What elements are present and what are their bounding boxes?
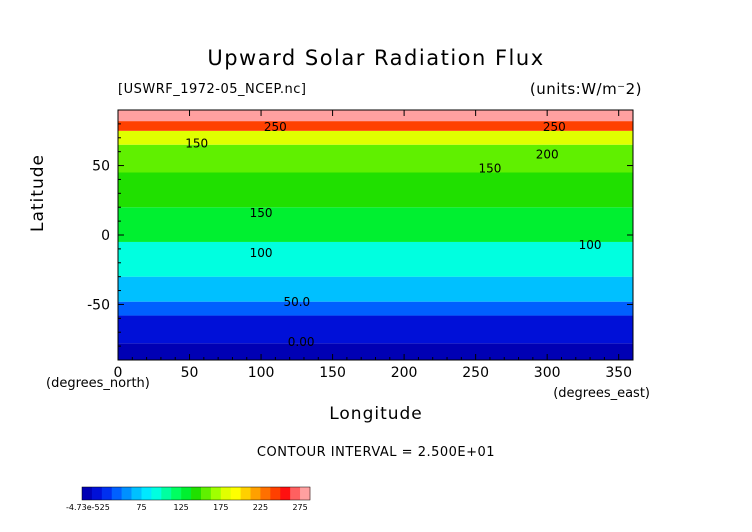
contour-label: 150: [250, 206, 273, 220]
colorbar-swatch: [270, 487, 281, 500]
heat-band: [118, 241, 633, 277]
colorbar-swatch: [82, 487, 93, 500]
colorbar-swatch: [121, 487, 132, 500]
contour-label: 0.00: [288, 335, 315, 349]
y-unit-label: (degrees_north): [46, 376, 150, 391]
heat-band: [118, 130, 633, 145]
colorbar-tick-label: 225: [253, 503, 268, 512]
x-tick-label: 200: [391, 365, 418, 381]
x-axis-label: Longitude: [329, 404, 423, 424]
x-unit-label: (degrees_east): [553, 386, 650, 401]
y-tick-label: 50: [92, 159, 110, 175]
colorbar-tick-label: 75: [136, 503, 146, 512]
colorbar-swatch: [240, 487, 251, 500]
x-tick-label: 150: [319, 365, 346, 381]
y-axis-ticks: 50 0 -50: [87, 123, 633, 347]
file-name-label: [USWRF_1972-05_NCEP.nc]: [118, 82, 307, 97]
contour-interval-note: CONTOUR INTERVAL = 2.500E+01: [256, 445, 496, 460]
x-tick-label: 0: [114, 365, 123, 381]
contour-label: 200: [536, 148, 559, 162]
x-tick-label: 350: [605, 365, 632, 381]
x-tick-label: 100: [248, 365, 275, 381]
chart-title: Upward Solar Radiation Flux: [207, 46, 545, 70]
colorbar-tick-label: 125: [173, 503, 188, 512]
contour-label: 50.0: [283, 295, 310, 309]
heat-band: [118, 343, 633, 360]
colorbar-swatch: [230, 487, 241, 500]
x-tick-label: 250: [462, 365, 489, 381]
colorbar-tick-label: 275: [292, 503, 307, 512]
colorbar-swatch: [101, 487, 113, 500]
colorbar-swatch: [181, 487, 192, 500]
heat-band: [118, 315, 633, 344]
heat-band: [118, 121, 633, 131]
y-tick-label: -50: [87, 297, 110, 313]
colorbar-swatch: [171, 487, 182, 500]
colorbar-swatch: [151, 487, 162, 500]
contour-label: 100: [250, 246, 273, 260]
contour-labels: 250 250 200 150 150 150 100 100 50.0 0.00: [185, 120, 601, 349]
y-tick-label: 0: [101, 228, 110, 244]
units-label: (units:W/m⁻2): [529, 80, 642, 98]
colorbar: -4.73e-525 75 125 175 225 275: [66, 486, 311, 512]
colorbar-swatch: [131, 487, 142, 500]
x-tick-label: 50: [181, 365, 199, 381]
colorbar-swatch: [300, 487, 311, 500]
colorbar-swatch: [200, 487, 212, 500]
colorbar-swatch: [91, 487, 103, 500]
heat-band: [118, 207, 633, 242]
heat-band: [118, 276, 633, 302]
heat-band: [118, 172, 633, 208]
colorbar-swatch: [280, 487, 291, 500]
contour-label: 150: [185, 137, 208, 151]
contour-label: 150: [478, 162, 501, 176]
heat-band: [118, 144, 633, 173]
colorbar-swatch: [260, 487, 271, 500]
x-tick-label: 300: [534, 365, 561, 381]
colorbar-tick-label: 175: [213, 503, 228, 512]
colorbar-swatch: [191, 487, 202, 500]
heatmap-bands: [118, 110, 633, 360]
colorbar-swatch: [290, 487, 301, 500]
heat-band: [118, 110, 633, 122]
colorbar-swatch: [220, 487, 231, 500]
colorbar-min-label: -4.73e-525: [66, 503, 110, 512]
contour-label: 100: [579, 238, 602, 252]
contour-label: 250: [264, 120, 287, 134]
contour-label: 250: [543, 120, 566, 134]
x-axis-ticks: 0 50 100 150 200 250 300 350: [114, 110, 632, 381]
heat-band: [118, 301, 633, 316]
colorbar-swatch: [141, 487, 152, 500]
colorbar-swatch: [161, 487, 172, 500]
colorbar-swatch: [250, 487, 261, 500]
colorbar-swatch: [210, 487, 222, 500]
colorbar-swatch: [111, 487, 122, 500]
colorbar-frame: [81, 486, 311, 501]
